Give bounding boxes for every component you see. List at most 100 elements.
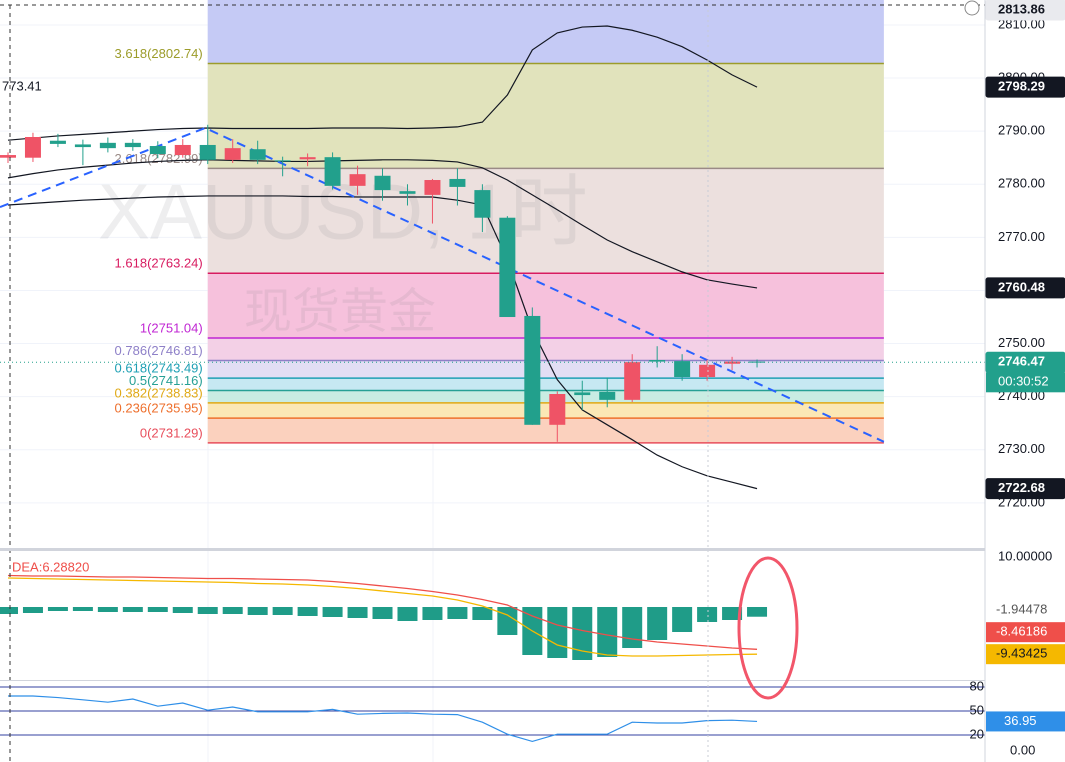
band-line [7,159,758,289]
fib-zone [207,273,884,339]
histogram-bar [697,607,718,622]
candle-body [699,364,716,378]
band-line [7,25,758,141]
y-tick-label: 2750.00 [998,335,1045,350]
histogram-bar [172,607,193,613]
candle-body [524,315,541,425]
highlight-ellipse [737,556,799,700]
line-tag-label: -8.46186 [996,624,1047,639]
level-label: 80 [970,678,984,693]
line-tag [986,622,1065,643]
candle-body [274,160,291,162]
candle-body [399,191,416,194]
rsi-line [7,695,758,743]
histogram-bar [497,607,518,635]
candle-body [674,361,691,378]
histogram-bar [347,607,368,618]
histogram-bar [97,607,118,612]
candle-body [474,190,491,218]
histogram-bar [672,607,693,632]
fib-zone [207,63,884,169]
countdown-tag [986,372,1065,393]
y-tick-label: 2780.00 [998,176,1045,191]
settings-icon[interactable] [964,0,980,16]
histogram-bar [422,607,443,620]
pane-separator [0,548,1065,551]
annotation-layer [737,556,799,700]
fib-label: 0.618(2743.49) [115,361,203,376]
histogram-bar [222,607,243,614]
candle-body [249,149,266,160]
fib-label: 0.236(2735.95) [115,401,203,416]
fib-label: 1.618(2763.24) [115,256,203,271]
histogram-bar [722,607,743,620]
countdown: 00:30:52 [998,374,1049,389]
candle-body [624,362,641,400]
fib-label: 0.382(2738.83) [115,385,203,400]
pane-separator [0,680,1065,681]
fib-zone [207,168,884,274]
band-tag-label: 2798.29 [998,79,1045,94]
candle-body [99,142,116,149]
candle-body [349,174,366,186]
crosshair-label: 773.41 [2,78,42,93]
histogram-bar [547,607,568,658]
high-tag [985,0,1065,21]
histogram-bar [197,607,218,614]
rsi-tag [986,711,1065,732]
fib-label: 3.618(2802.74) [115,46,203,61]
band-tag [985,478,1065,500]
plot-layer: 3.618(2802.74)2.618(2782.99)1.618(2763.2… [0,25,985,743]
background-layer [0,0,985,762]
macd-line [7,577,758,657]
band-tag [985,277,1065,299]
candle-body [424,180,441,195]
candle-body [74,144,91,148]
candle-body [574,392,591,396]
y-tick-label: 2790.00 [998,123,1045,138]
histogram-bar [247,607,268,615]
y-tick-label: 10.00000 [998,548,1052,563]
histogram-bar [647,607,668,640]
candle-body [299,157,316,160]
candle-body [224,148,241,160]
fib-label: 1(2751.04) [140,320,203,335]
fib-zone [207,0,884,64]
macd-line [7,574,758,650]
candle-body [149,146,166,154]
histogram-bar [472,607,493,620]
high-tag-label: 2813.86 [998,1,1045,16]
histogram-tag-label: -1.94478 [996,602,1047,617]
fib-zone [207,378,884,391]
histogram-bar [597,607,618,657]
fib-label: 0.5(2741.16) [129,373,203,388]
fib-zone [207,338,884,361]
histogram-bar [372,607,393,619]
candle-body [199,144,216,160]
fib-zone [207,390,884,403]
histogram-bar [72,607,93,611]
line-tag [986,644,1065,665]
fib-label: 0.786(2746.81) [115,343,203,358]
macd-legend: DEA:6.28820 [12,559,89,574]
fib-label: 0(2731.29) [140,425,203,440]
histogram-bar [0,607,18,614]
histogram-bar [272,607,293,615]
histogram-bar [147,607,168,612]
histogram-bar [22,607,43,613]
fib-zone [207,360,884,379]
histogram-bar [397,607,418,621]
band-tag-label: 2722.68 [998,480,1045,495]
histogram-bar [122,607,143,612]
y-tick-label: 2770.00 [998,229,1045,244]
histogram-bar [297,607,318,616]
band-tag-label: 2760.48 [998,279,1045,294]
candle-body [374,175,391,191]
rsi-tag-label: 36.95 [1004,713,1037,728]
level-label: 50 [970,702,984,717]
watermark: 现货黄金 [244,286,436,339]
histogram-bar [622,607,643,648]
